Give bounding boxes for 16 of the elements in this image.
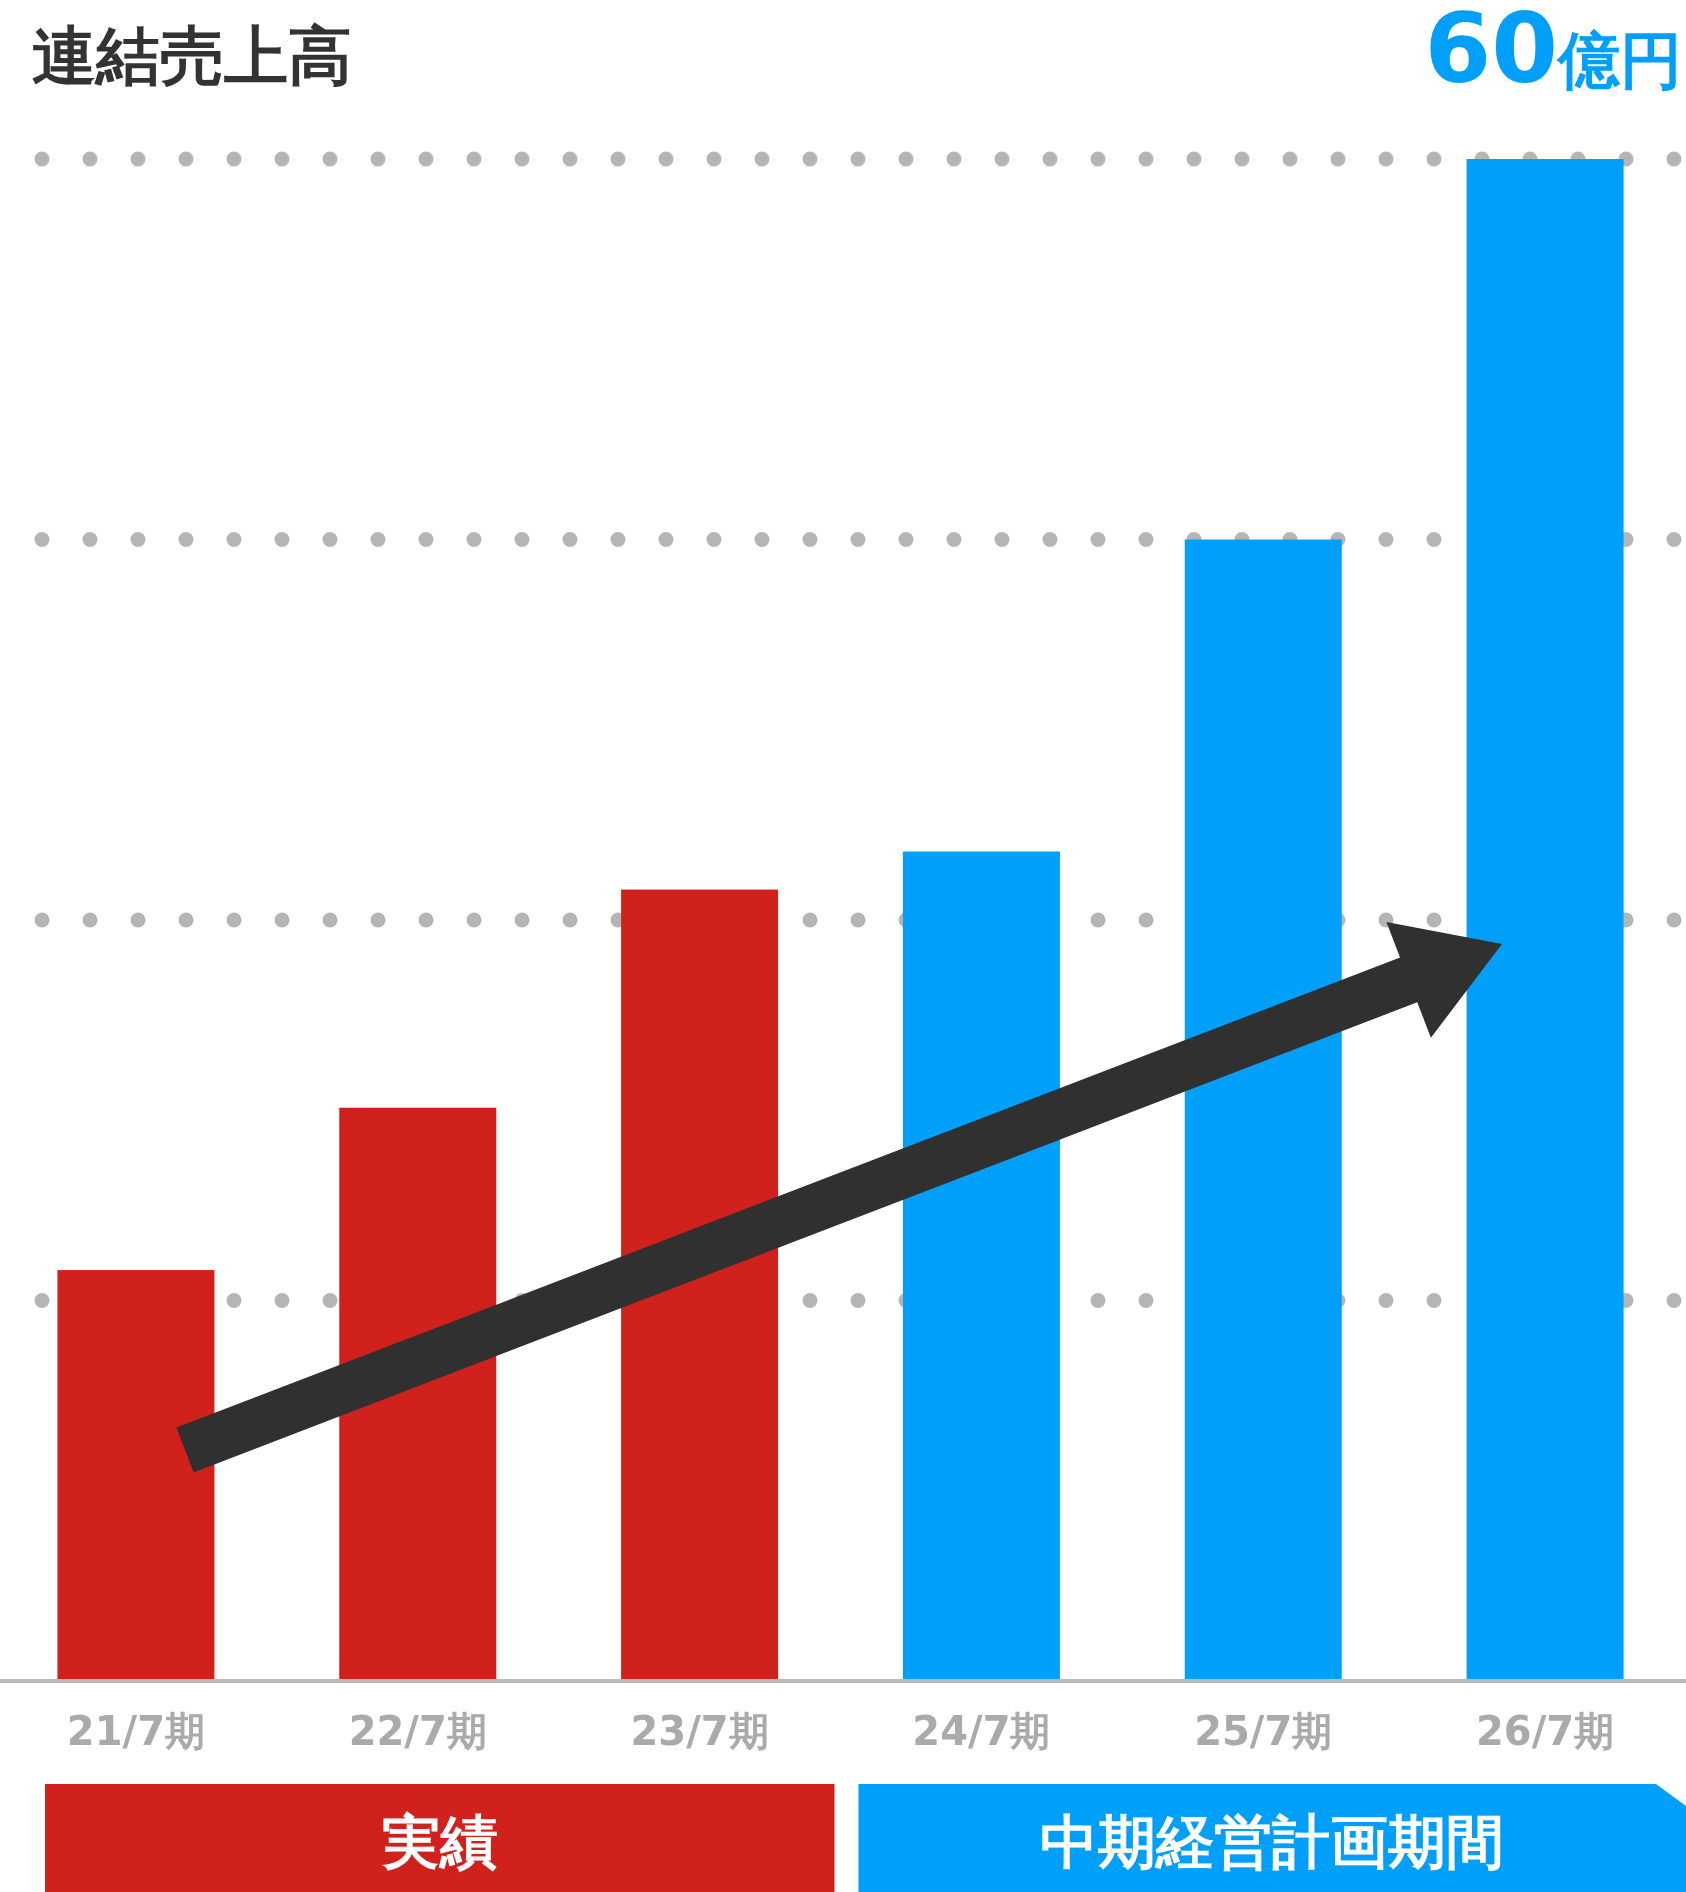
x-tick-label: 23/7期	[630, 1708, 769, 1754]
x-tick-label: 22/7期	[348, 1708, 487, 1754]
bar	[339, 1107, 497, 1681]
x-tick-label: 21/7期	[66, 1708, 205, 1754]
bar	[1466, 159, 1624, 1681]
x-tick-label: 25/7期	[1194, 1708, 1333, 1754]
text: 実績	[380, 1808, 498, 1876]
data-label: 60億円	[1424, 0, 1682, 105]
text: 中期経営計画期間	[1040, 1808, 1505, 1876]
chart-title: 連結売上高	[32, 19, 352, 93]
x-tick-label: 24/7期	[912, 1708, 1051, 1754]
bar	[1184, 539, 1342, 1681]
bar	[57, 1270, 215, 1681]
bar	[621, 889, 779, 1681]
bar	[902, 851, 1060, 1681]
x-tick-label: 26/7期	[1476, 1708, 1615, 1754]
